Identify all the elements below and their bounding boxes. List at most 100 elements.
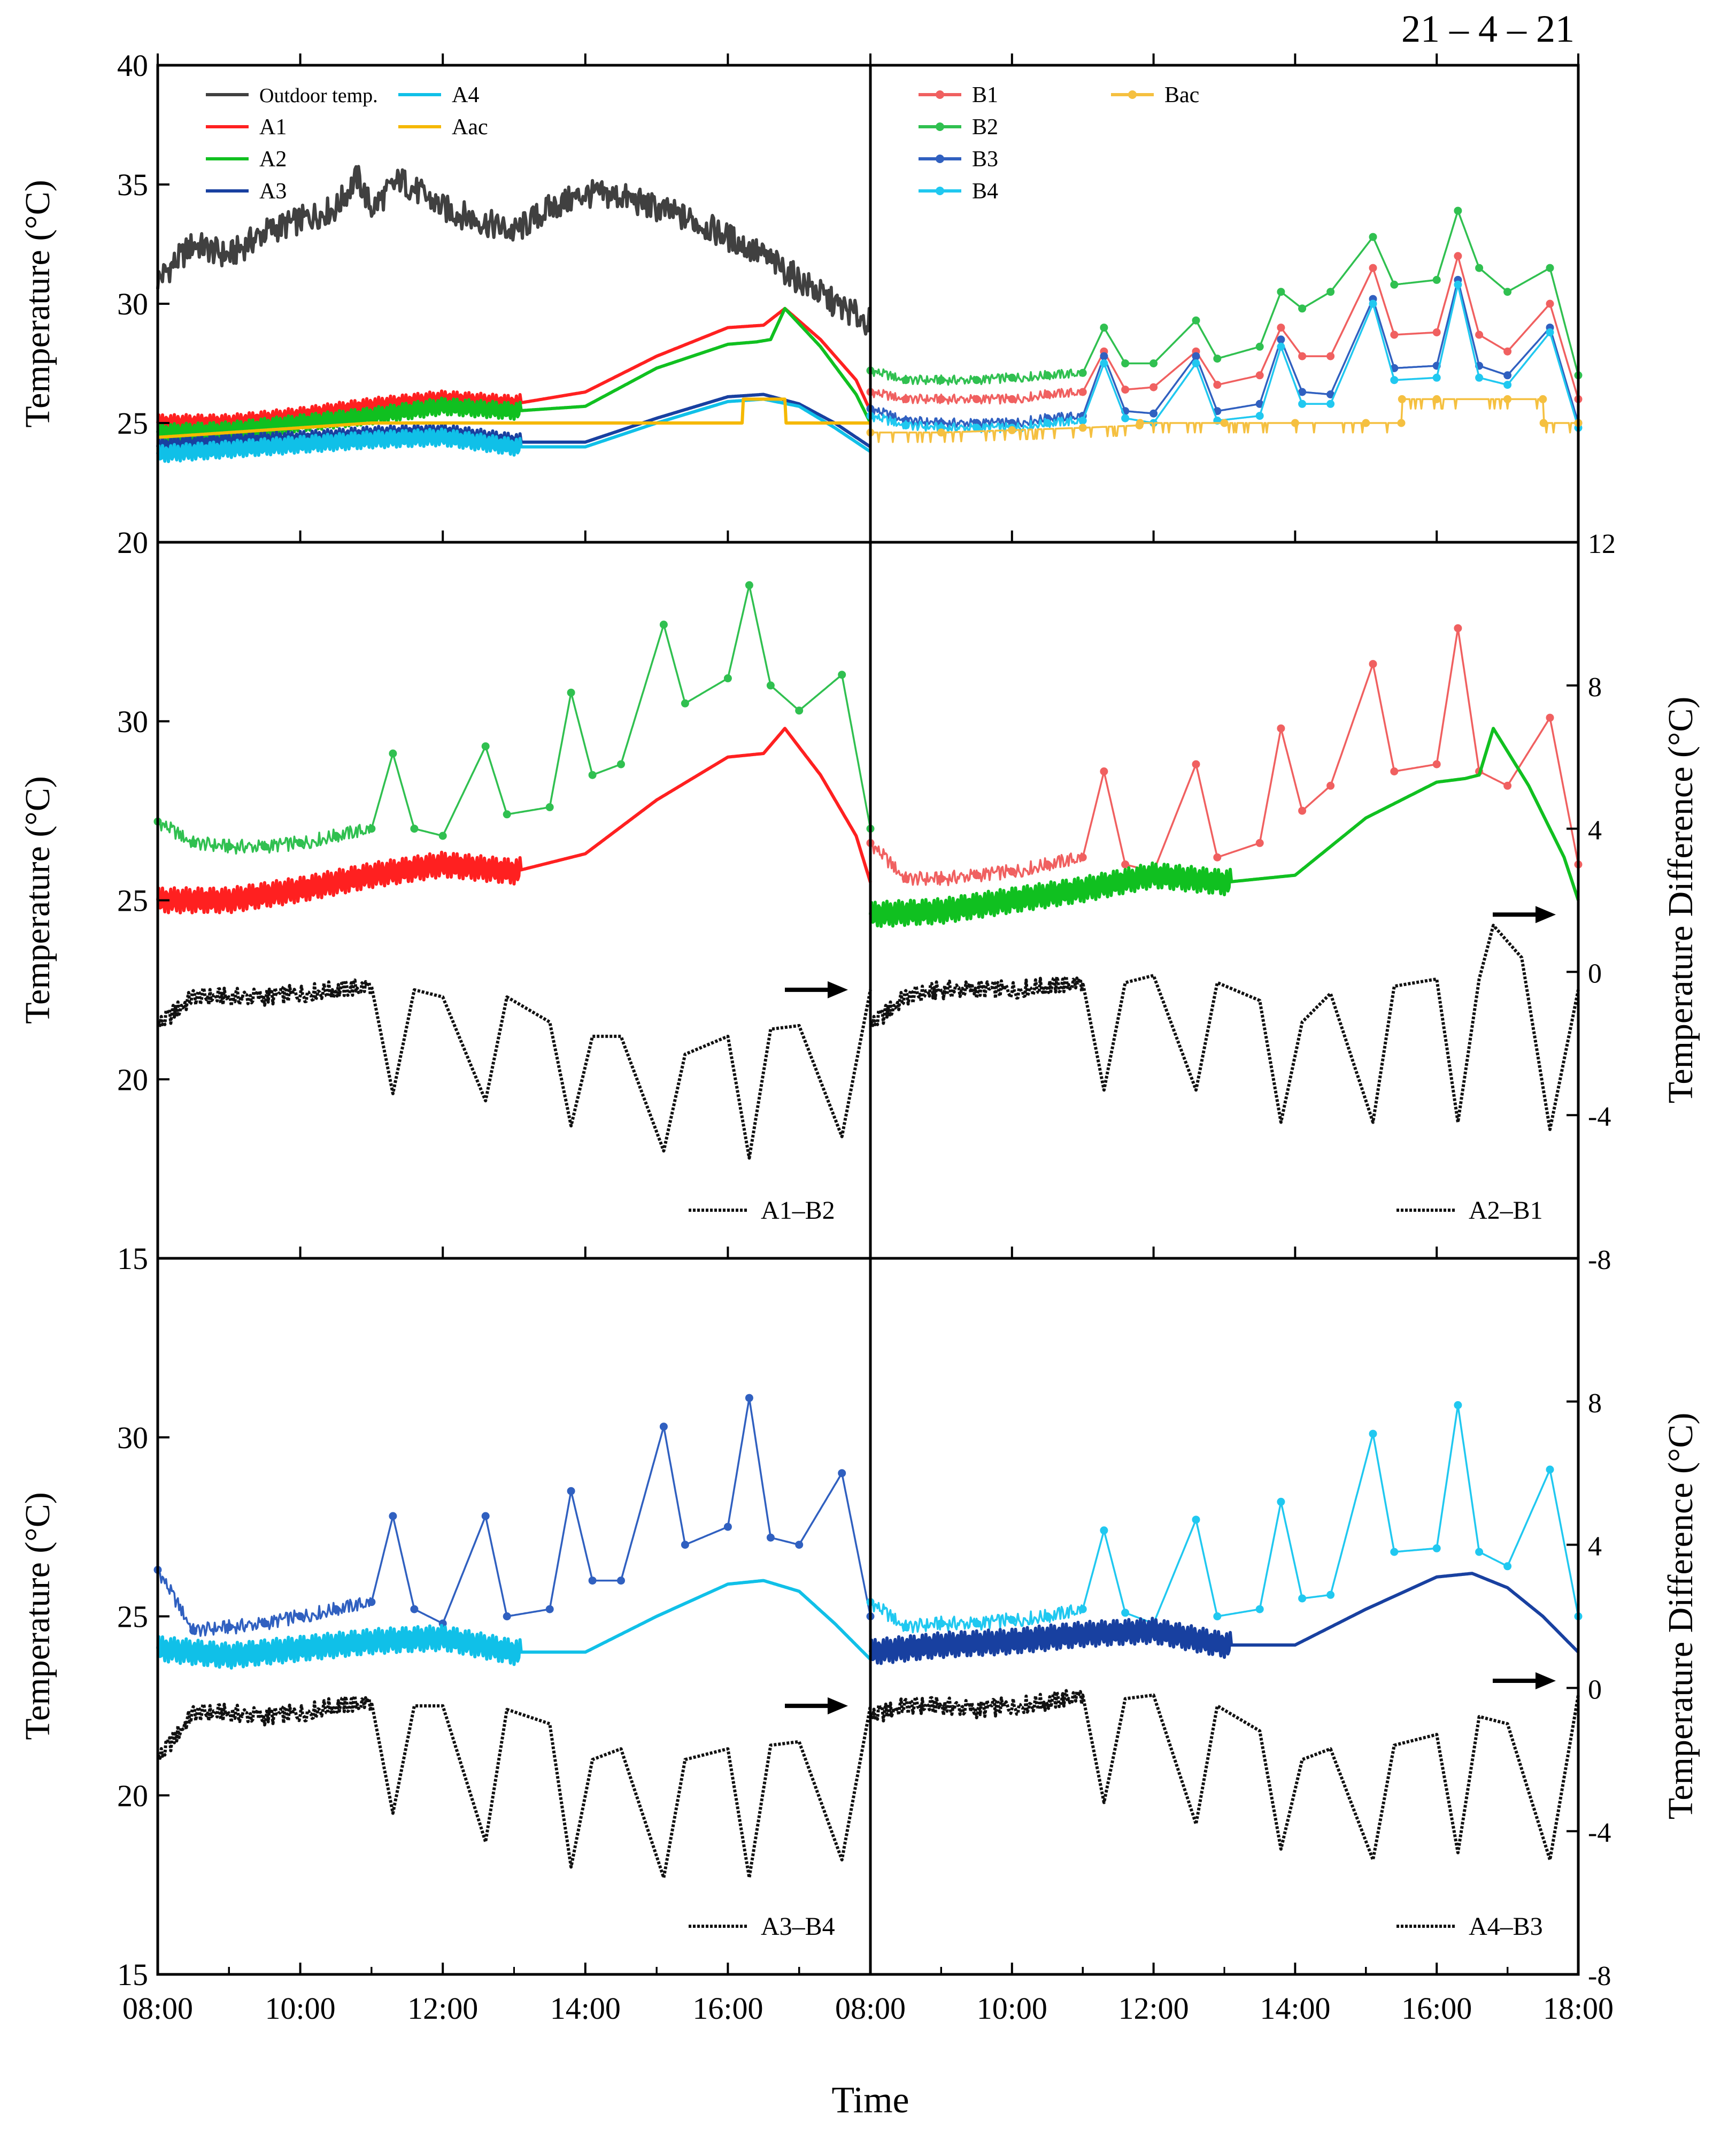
series-a2-b1-line [869, 924, 1580, 1131]
series-outdoor-temp-line [156, 165, 872, 336]
series-b1-marker [1213, 853, 1222, 862]
y2-tick-label: -4 [1588, 1818, 1611, 1848]
series-b4-marker [1277, 342, 1285, 351]
series-b3-marker [389, 1512, 397, 1520]
series-b2-marker [1390, 280, 1399, 289]
legend-marker-b2 [936, 122, 944, 131]
series-b2-marker [588, 771, 597, 779]
series-a1-line [156, 727, 872, 914]
series-a3-b4-line [156, 1694, 872, 1880]
series-b2-marker [1213, 355, 1222, 363]
series-a4-line [156, 1579, 872, 1670]
series-bac-marker [1539, 419, 1548, 427]
series-b2-marker [659, 620, 668, 629]
legend-label-a3: A3 [259, 179, 287, 204]
series-b2-marker [745, 581, 753, 589]
series-b1-marker [1255, 839, 1264, 847]
series-b1-marker [937, 395, 945, 403]
series-b1-marker [1043, 860, 1052, 868]
series-b3-marker [659, 1422, 668, 1431]
panel-bottom-left: A3–B4 [153, 1394, 875, 1941]
series-b1-marker [1100, 767, 1108, 775]
series-b3-marker [795, 1541, 804, 1549]
series-b2-marker [1192, 316, 1200, 325]
series-bac-marker [1220, 419, 1229, 427]
series-b2-marker [1008, 373, 1016, 382]
series-b1-marker [1078, 853, 1087, 862]
series-b3-line [870, 279, 1579, 429]
axis-arrow-head [828, 1697, 848, 1714]
series-b4-marker [1432, 373, 1441, 382]
series-b4-marker [1121, 1609, 1130, 1617]
y-tick-label: 35 [117, 167, 148, 202]
series-b2-marker [1298, 304, 1307, 313]
series-b2-marker [1546, 264, 1554, 272]
panel-middle-right: A2–B1 [866, 624, 1583, 1225]
series-b3-marker [838, 1469, 846, 1478]
series-b2-marker [367, 825, 376, 833]
series-b3-marker [367, 1598, 376, 1606]
y2-axis-label-bottom: Temperature Difference (°C) [1661, 1413, 1700, 1820]
series-b1-line [870, 255, 1579, 405]
series-b3-marker [617, 1577, 625, 1585]
series-b1-marker [1454, 252, 1462, 260]
series-b3-marker [1149, 409, 1158, 418]
series-b2-marker [1369, 233, 1377, 241]
y-tick-label: 30 [117, 704, 148, 739]
series-a3-line [869, 1572, 1580, 1665]
series-bac-marker [1539, 395, 1547, 403]
y-tick-label: 20 [117, 1778, 148, 1813]
series-b4-marker [1043, 1612, 1052, 1620]
series-b4-marker [1298, 1594, 1307, 1603]
series-bac-marker [1078, 424, 1087, 432]
series-b2-marker [1326, 288, 1335, 296]
x-tick-label: 18:00 [1543, 1991, 1614, 2026]
series-b4-marker [1503, 1562, 1512, 1571]
series-b1-marker [1390, 767, 1399, 775]
series-b4-marker [1298, 399, 1307, 408]
series-b1-marker [1298, 352, 1307, 360]
series-b1-marker [1043, 390, 1052, 398]
series-b1-marker [1432, 760, 1441, 768]
series-b1-marker [1277, 724, 1285, 733]
series-b3-marker [1503, 371, 1512, 380]
series-bac-marker [1398, 395, 1406, 403]
legend-label-outdoor-temp: Outdoor temp. [259, 84, 378, 107]
series-b3-marker [503, 1612, 511, 1620]
y-tick-label: 15 [117, 1957, 148, 1992]
series-b2-marker [481, 742, 490, 751]
plot-layer: Outdoor temp. A1 A2 A3 A4 Aac B1 B2 B3 B4 Bac A1–B2… [153, 83, 1583, 1941]
series-b2-marker [1043, 371, 1052, 380]
legend-label-a3-b4: A3–B4 [761, 1912, 835, 1941]
series-b4-marker [901, 1623, 910, 1632]
legend-label-aac: Aac [452, 115, 488, 140]
series-b4-marker [1255, 412, 1264, 420]
series-b2-marker [937, 376, 945, 385]
series-b4-marker [1255, 1605, 1264, 1613]
series-aac-line [157, 397, 871, 439]
y2-tick-label: 8 [1588, 672, 1602, 703]
series-b1-line [869, 627, 1579, 887]
legend-marker-b3 [936, 155, 944, 163]
legend-marker-b4 [936, 187, 944, 195]
axis-layer: 202530354015202530-8-40481215202530-8-40… [117, 48, 1616, 2026]
series-b1-marker [1192, 760, 1200, 768]
series-b3-marker [1192, 352, 1200, 360]
y2-tick-label: -8 [1588, 1961, 1611, 1991]
series-b4-marker [1078, 1605, 1087, 1613]
panel-top-left: Outdoor temp. A1 A2 A3 A4 Aac [156, 83, 872, 463]
x-tick-label: 16:00 [1401, 1991, 1472, 2026]
panel-top-right: B1 B2 B3 B4 Bac [866, 83, 1583, 443]
series-b4-marker [1008, 1616, 1016, 1624]
x-tick-label: 12:00 [407, 1991, 478, 2026]
series-b4-marker [1043, 419, 1052, 427]
x-tick-label: 10:00 [977, 1991, 1047, 2026]
series-b4-marker [1546, 328, 1554, 336]
series-b2-marker [438, 832, 447, 840]
series-b1-marker [901, 395, 910, 403]
series-b2-marker [1149, 359, 1158, 367]
legend-label-b4: B4 [972, 179, 998, 204]
legend-label-a4-b3: A4–B3 [1469, 1912, 1543, 1941]
y-tick-label: 40 [117, 48, 148, 83]
series-b2-marker [1432, 275, 1441, 284]
